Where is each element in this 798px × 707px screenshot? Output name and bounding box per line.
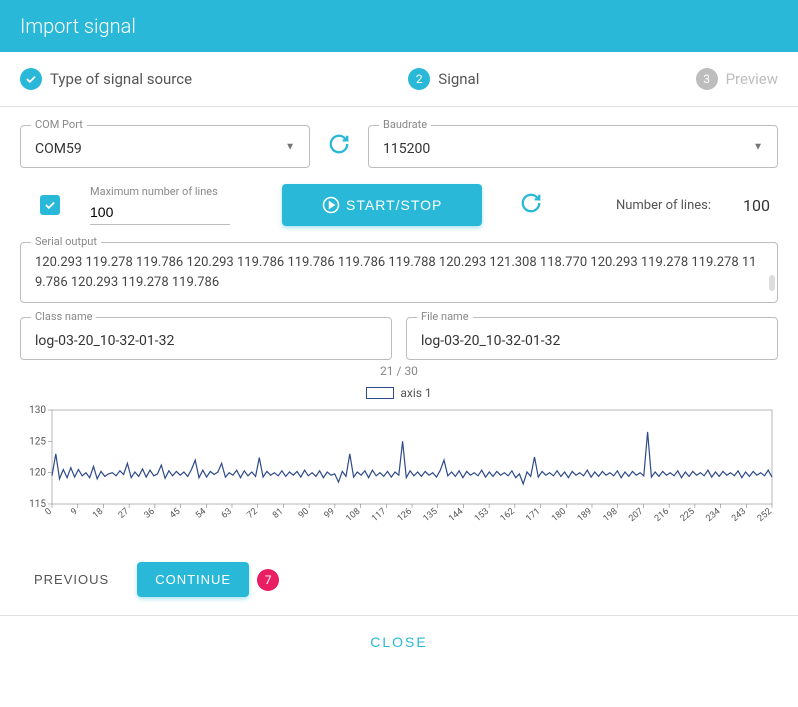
com-port-select[interactable]: COM Port COM59 ▼ [20,125,310,168]
svg-text:216: 216 [653,507,671,524]
svg-text:125: 125 [29,436,46,447]
file-name-label: File name [417,310,473,323]
svg-text:180: 180 [550,507,568,524]
step-1-label: Type of signal source [50,70,192,88]
svg-text:126: 126 [396,507,414,524]
svg-text:72: 72 [245,507,259,521]
svg-text:207: 207 [627,507,645,524]
char-counter: 21 / 30 [20,364,778,378]
step-3-label: Preview [726,70,778,88]
svg-text:189: 189 [576,507,594,524]
svg-text:54: 54 [194,507,208,521]
svg-text:243: 243 [730,507,748,524]
svg-text:108: 108 [344,507,362,524]
class-name-value: log-03-20_10-32-01-32 [35,333,174,349]
svg-text:198: 198 [602,507,620,524]
step-3-num: 3 [696,68,718,90]
serial-output-box: Serial output 120.293 119.278 119.786 12… [20,242,778,303]
file-name-input[interactable]: File name log-03-20_10-32-01-32 [406,317,778,360]
legend-swatch [366,387,394,399]
legend-label: axis 1 [400,386,431,400]
svg-text:0: 0 [44,507,54,518]
svg-text:153: 153 [473,507,491,524]
scrollbar-thumb[interactable] [769,275,775,291]
svg-text:135: 135 [422,507,440,524]
svg-text:144: 144 [447,507,465,524]
baudrate-label: Baudrate [379,118,431,131]
max-lines-checkbox[interactable] [40,195,60,215]
refresh-serial-icon[interactable] [514,192,548,219]
svg-text:90: 90 [297,507,311,521]
step-2-num: 2 [408,68,430,90]
svg-text:63: 63 [220,507,234,521]
refresh-com-icon[interactable] [322,133,356,160]
dialog-title: Import signal [20,14,136,38]
start-stop-label: START/STOP [346,197,442,213]
svg-text:120: 120 [29,468,46,479]
svg-text:225: 225 [679,507,697,524]
chevron-down-icon: ▼ [753,141,763,152]
line-chart: 115 120 125 130 0 9 18 27 36 45 54 63 72 81 90 99 108 117… [20,404,778,534]
svg-text:234: 234 [704,507,722,524]
dialog-header: Import signal [0,0,798,52]
action-bar: PREVIOUS CONTINUE 7 [0,544,798,615]
svg-text:130: 130 [29,405,46,416]
svg-text:27: 27 [117,507,131,521]
svg-text:45: 45 [168,507,182,521]
step-2[interactable]: 2 Signal [408,68,479,90]
com-port-value: COM59 [35,141,82,157]
svg-text:81: 81 [271,507,285,521]
max-lines-label: Maximum number of lines [90,185,230,198]
svg-text:36: 36 [143,507,157,521]
play-icon [322,196,340,214]
continue-badge: 7 [257,569,279,591]
num-lines-label: Number of lines: [616,198,711,213]
start-stop-button[interactable]: START/STOP [282,184,482,226]
svg-text:252: 252 [756,507,774,524]
max-lines-input[interactable] [90,200,230,225]
svg-text:162: 162 [499,507,517,524]
continue-button[interactable]: CONTINUE [137,562,249,597]
svg-text:117: 117 [370,507,388,524]
class-name-input[interactable]: Class name log-03-20_10-32-01-32 [20,317,392,360]
com-port-label: COM Port [31,118,87,131]
step-1[interactable]: Type of signal source [20,68,192,90]
num-lines-value: 100 [743,196,770,215]
class-name-label: Class name [31,310,96,323]
chart-container: axis 1 115 120 125 130 0 9 18 27 36 45 54 63 72 81 90 9… [20,386,778,534]
chart-legend: axis 1 [20,386,778,400]
chevron-down-icon: ▼ [285,141,295,152]
check-icon [20,68,42,90]
file-name-value: log-03-20_10-32-01-32 [421,333,560,349]
svg-text:9: 9 [69,507,79,518]
baudrate-select[interactable]: Baudrate 115200 ▼ [368,125,778,168]
step-2-label: Signal [438,70,479,88]
serial-output-label: Serial output [31,235,101,248]
svg-text:171: 171 [524,507,542,524]
close-button[interactable]: CLOSE [370,634,427,650]
serial-output-text: 120.293 119.278 119.786 120.293 119.786 … [35,253,763,292]
previous-button[interactable]: PREVIOUS [20,562,123,597]
close-row: CLOSE [0,615,798,667]
step-3[interactable]: 3 Preview [696,68,778,90]
svg-text:99: 99 [323,507,337,521]
baudrate-value: 115200 [383,141,430,157]
svg-text:18: 18 [91,507,105,521]
stepper: Type of signal source 2 Signal 3 Preview [0,52,798,107]
svg-text:115: 115 [29,499,46,510]
